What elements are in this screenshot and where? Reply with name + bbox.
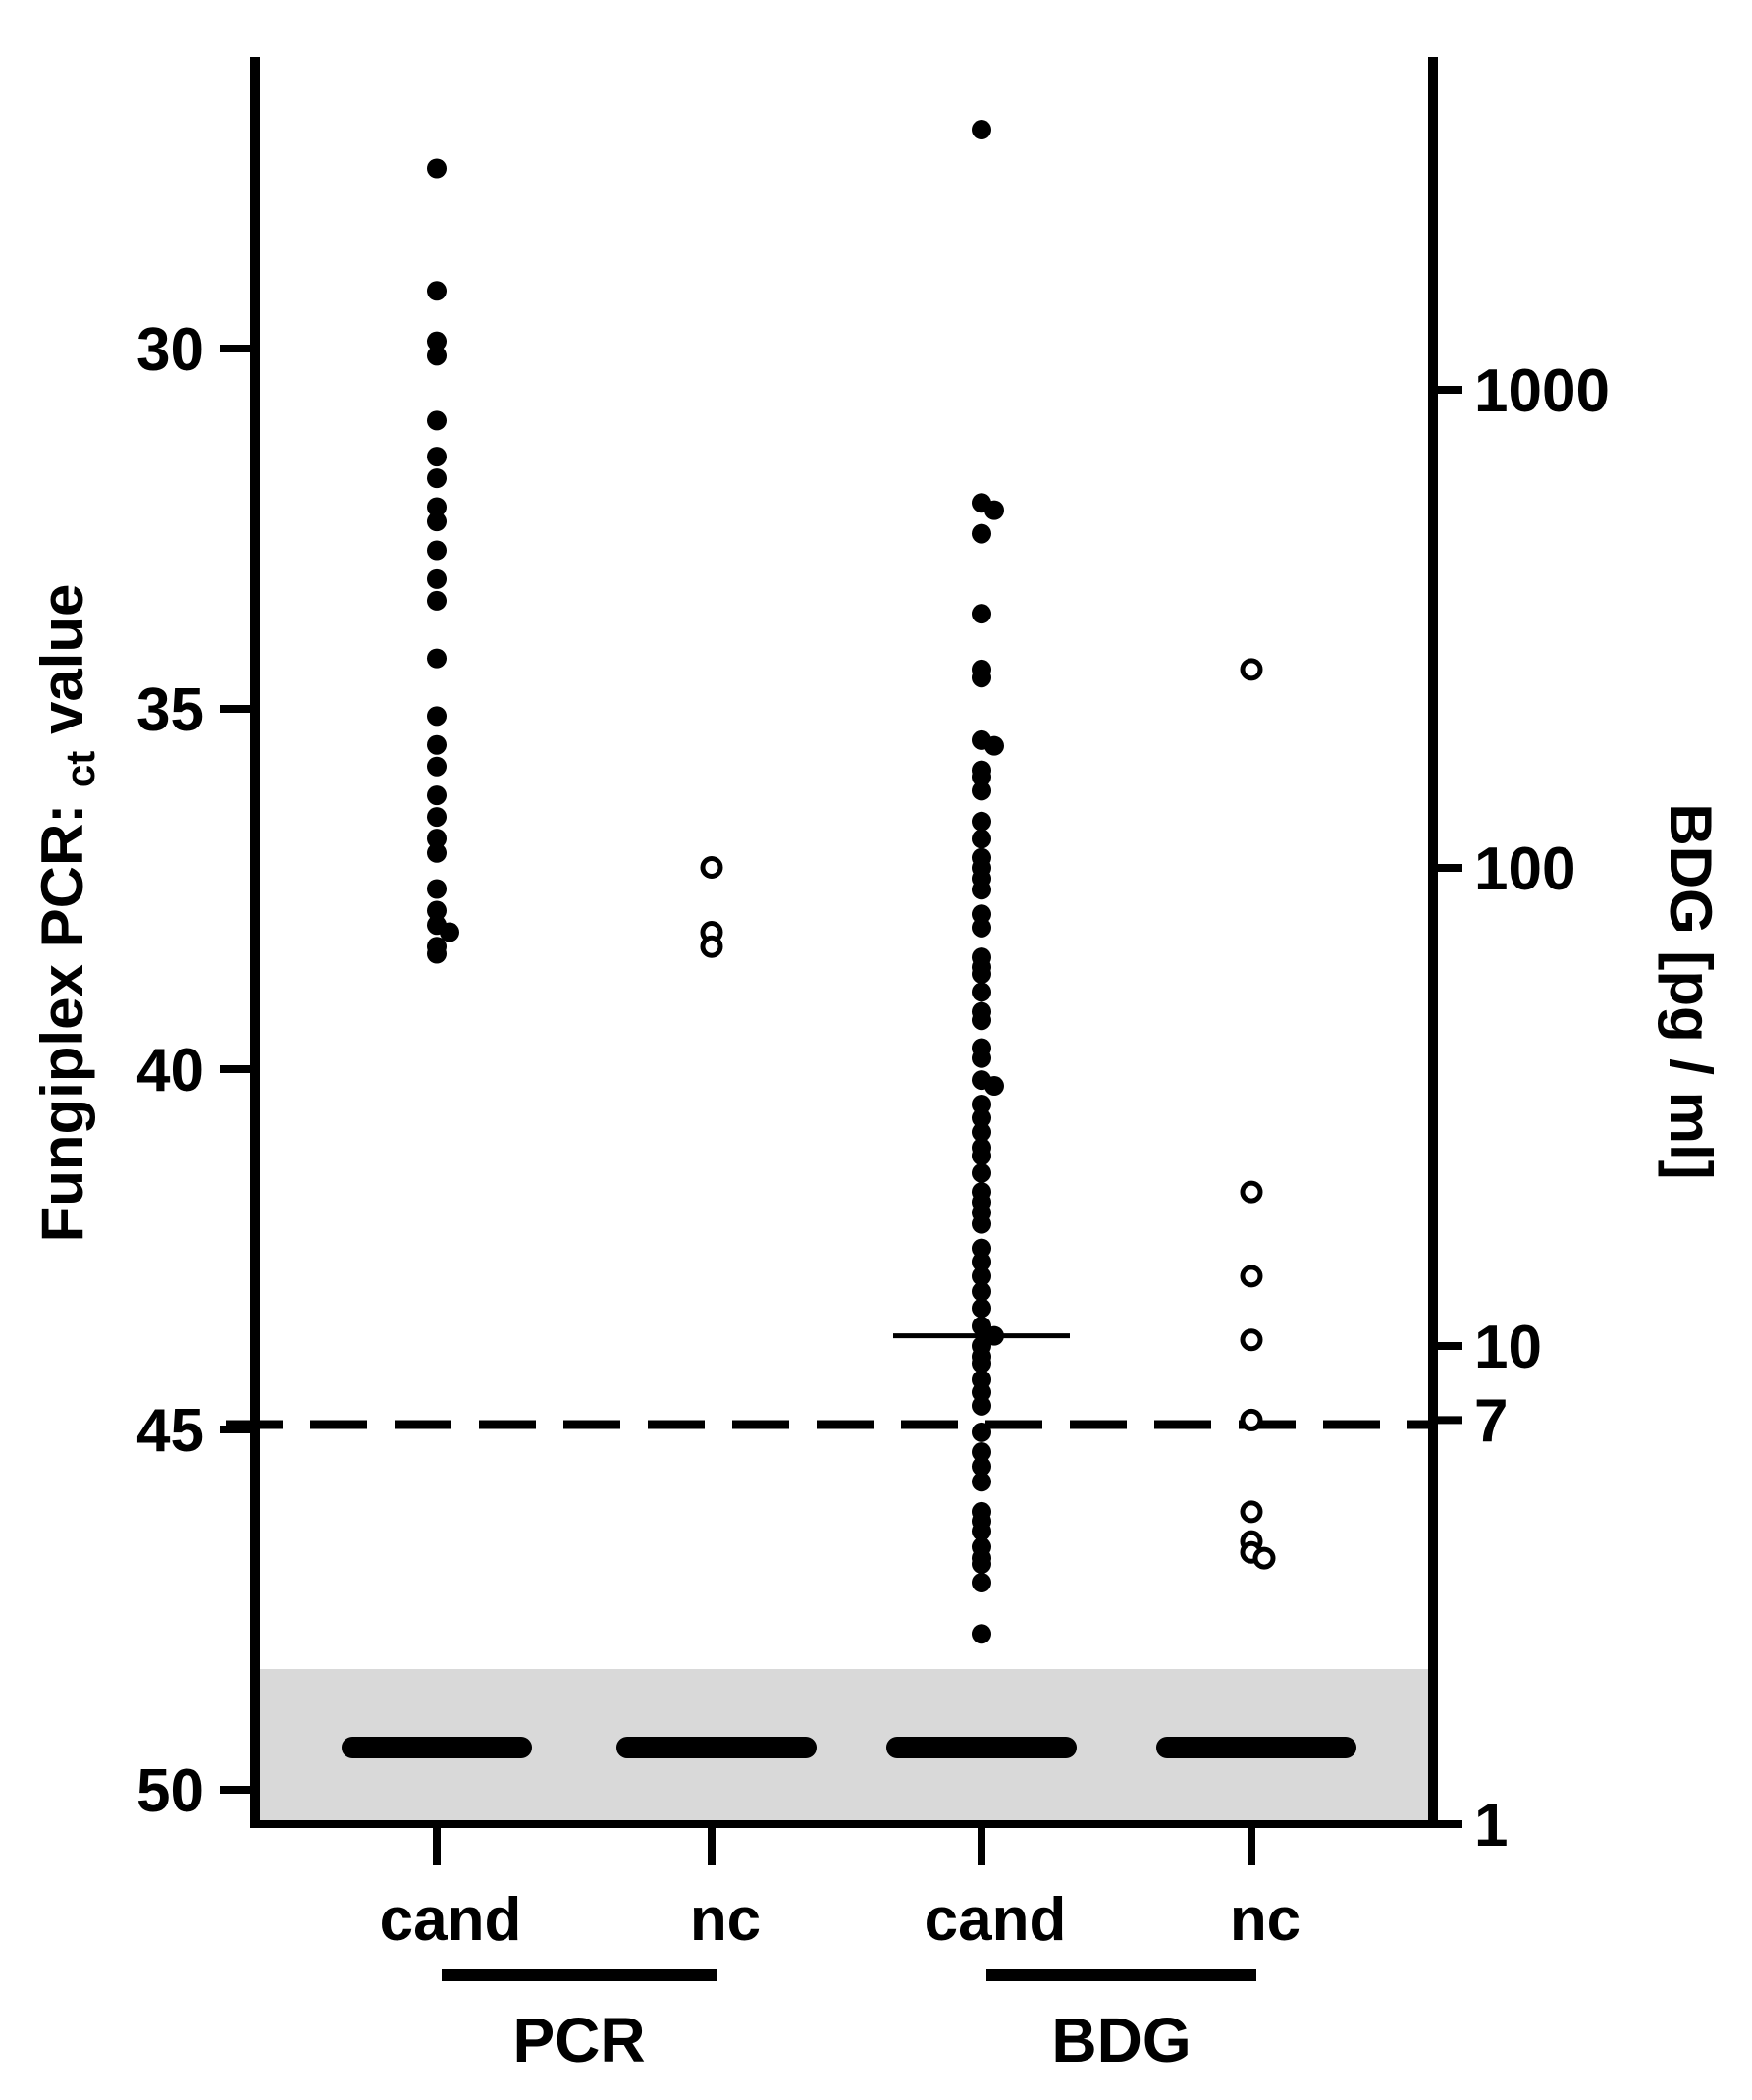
category-label: nc [690,1886,761,1954]
right-tick-label: 1 [1474,1792,1508,1859]
left-tick-label: 45 [136,1397,204,1465]
data-point [427,734,447,755]
data-point [972,1010,991,1031]
data-point-open [700,855,723,879]
data-point [427,807,447,828]
data-point [972,1048,991,1068]
category-ticks: cand nc cand nc [380,1828,1301,1954]
data-point [427,590,447,611]
data-point [972,1265,991,1286]
data-point-open [1240,1265,1263,1288]
left-tick-label: 30 [136,316,204,384]
left-axis-ticks: 30 35 40 45 50 [136,316,255,1825]
data-points [427,120,1276,1644]
category-label: cand [925,1886,1067,1954]
data-point [972,523,991,544]
data-point [972,1353,991,1373]
data-point [427,410,447,431]
data-point [427,540,447,561]
data-point [972,668,991,688]
data-point [984,735,1004,756]
data-point [972,1572,991,1592]
data-point-open [1240,658,1263,681]
data-point [972,917,991,938]
data-point-open [1240,1180,1263,1204]
data-point [972,1146,991,1166]
data-point [972,1624,991,1644]
data-point [427,346,447,366]
data-point [427,900,447,921]
group-label: PCR [512,2005,645,2075]
data-point [972,1456,991,1477]
group-label: BDG [1051,2005,1191,2075]
data-point [427,785,447,806]
data-point [972,880,991,900]
data-point [427,842,447,863]
data-point [427,158,447,179]
data-point [427,468,447,489]
left-tick-label: 40 [136,1037,204,1104]
data-point [427,756,447,777]
data-point [427,829,447,849]
data-point [440,922,459,942]
right-tick-label: 100 [1474,835,1575,903]
data-point [972,1442,991,1463]
data-point [972,1472,991,1492]
data-point [427,281,447,301]
data-point [972,1395,991,1416]
data-point [972,964,991,985]
data-point [427,331,447,351]
data-point-open [1240,1500,1263,1524]
data-point-open [700,935,723,958]
data-point [972,604,991,624]
data-point-open [1240,1328,1263,1352]
data-point [984,500,1004,520]
data-point [972,1162,991,1183]
left-axis-title: Fungiplex PCR: ct value [29,584,103,1243]
data-point [972,1554,991,1575]
data-point [972,982,991,1002]
data-point [972,767,991,787]
data-point [972,1521,991,1541]
right-axis-title: BDG [pg / ml] [1658,803,1724,1179]
data-point [972,1422,991,1442]
category-label: nc [1230,1886,1301,1954]
data-point [972,829,991,849]
data-point [972,1122,991,1143]
data-point [972,1213,991,1234]
data-point [972,781,991,801]
data-point [972,1107,991,1128]
data-point [427,568,447,589]
data-point [984,1076,1004,1097]
data-point-open [1252,1546,1276,1570]
data-point [427,706,447,727]
data-point [972,1252,991,1272]
data-point [427,512,447,532]
data-point [427,943,447,964]
right-tick-label: 7 [1474,1387,1508,1455]
data-point [427,648,447,669]
group-labels: PCR BDG [442,1969,1256,2075]
left-tick-label: 50 [136,1757,204,1825]
right-tick-label: 10 [1474,1314,1542,1381]
right-axis-ticks: 1000 100 107 1 [1433,357,1610,1859]
data-point [972,120,991,140]
data-point [427,879,447,899]
left-tick-label: 35 [136,676,204,744]
data-point-open [1240,1408,1263,1431]
data-point [972,811,991,832]
data-point [427,497,447,517]
data-point [427,447,447,467]
data-point [972,1281,991,1302]
data-point [972,1298,991,1319]
right-tick-label: 1000 [1474,357,1610,425]
category-label: cand [380,1886,522,1954]
